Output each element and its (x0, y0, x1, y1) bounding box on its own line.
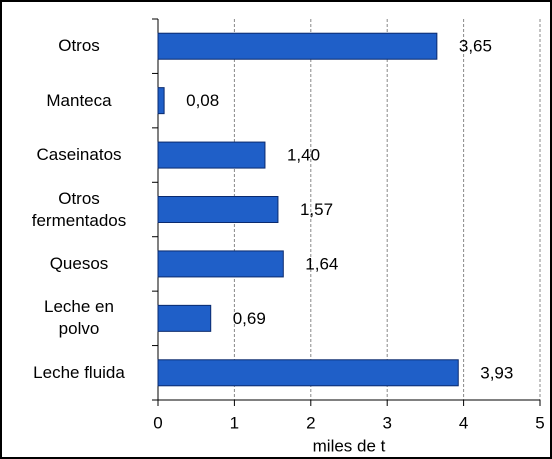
bar (157, 304, 212, 332)
value-label: 3,93 (480, 363, 513, 382)
y-tick-label: Leche fluida (33, 362, 125, 382)
bar (157, 196, 279, 223)
value-label: 1,40 (287, 146, 320, 165)
x-tick-label: 2 (306, 413, 315, 432)
y-tick-label: Quesos (49, 253, 109, 273)
y-tick-label: Otros fermentados (31, 188, 127, 230)
value-label: 0,69 (233, 309, 266, 328)
x-axis-title: miles de t (313, 436, 386, 455)
y-tick-label: Otros (58, 36, 100, 56)
bar (157, 250, 284, 278)
value-label: 1,57 (300, 200, 333, 219)
x-tick-label: 5 (535, 413, 544, 432)
bar (157, 141, 266, 169)
value-label: 0,08 (186, 91, 219, 110)
y-tick-label: Manteca (46, 90, 112, 110)
bar (157, 359, 459, 387)
value-label: 3,65 (459, 37, 492, 56)
x-tick-label: 3 (382, 413, 391, 432)
x-tick-label: 4 (459, 413, 468, 432)
x-tick-label: 1 (230, 413, 239, 432)
bar (157, 32, 438, 60)
value-label: 1,64 (305, 254, 338, 273)
x-tick-label: 0 (153, 413, 162, 432)
bar (157, 87, 165, 115)
y-tick-label: Caseinatos (36, 145, 122, 165)
y-tick-label: Leche en polvo (44, 297, 114, 339)
